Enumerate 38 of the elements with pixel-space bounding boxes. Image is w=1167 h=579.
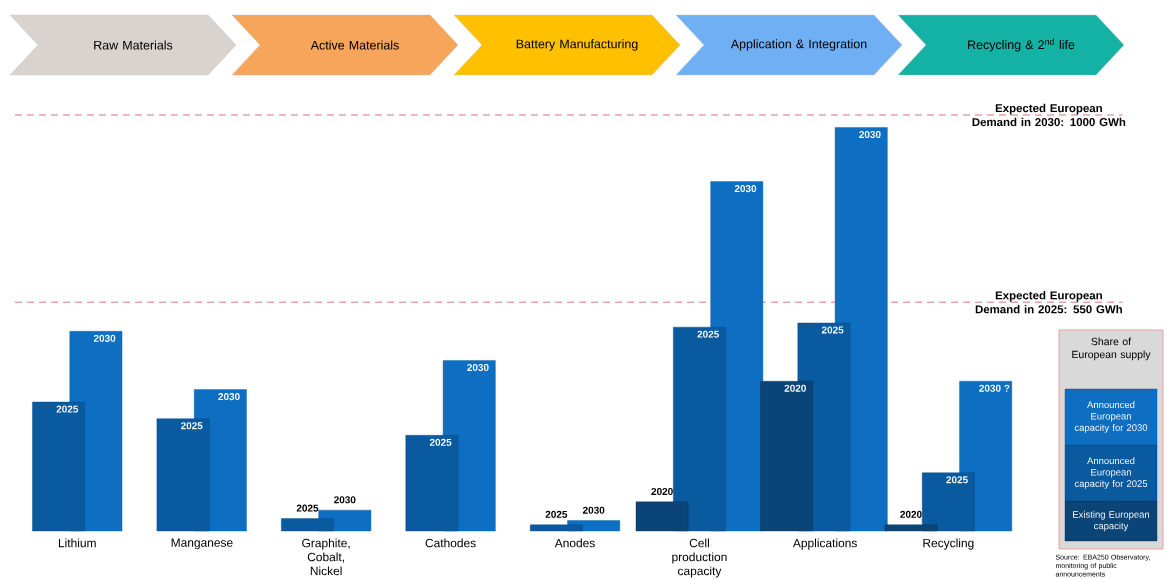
text: Existing European capacity xyxy=(1073,510,1150,532)
text: Raw Materials xyxy=(94,40,173,50)
annotation: 2030 xyxy=(467,363,489,372)
legend-title: Share of European supply xyxy=(1072,337,1151,361)
annotation: 2025 xyxy=(821,326,844,334)
x-tick-label: Graphite, Cobalt, Nickel xyxy=(302,538,350,576)
annotation: 2030 xyxy=(734,185,757,193)
annotation: 2030 xyxy=(334,496,356,504)
annotation: 2025 xyxy=(180,422,203,430)
annotation: 2025 xyxy=(429,438,452,446)
annotation: 2020 xyxy=(651,487,673,496)
text: Application & Integration xyxy=(730,39,867,51)
annotation: 2030 ? xyxy=(979,384,1010,392)
ref-line-label: Expected European Demand in 2030: 1000 GWh xyxy=(972,103,1126,127)
text: Announced European capacity for 2025 xyxy=(1074,457,1148,489)
x-tick-label: Applications xyxy=(792,538,857,550)
x-tick-label: Cathodes xyxy=(425,538,476,548)
annotation: 2025 xyxy=(946,476,968,484)
text: Battery Manufacturing xyxy=(516,39,638,51)
annotation: 2025 xyxy=(545,510,568,518)
annotation: 2030 xyxy=(859,130,881,139)
x-tick-label: Recycling xyxy=(923,538,974,550)
annotation: 2030 xyxy=(93,334,116,342)
annotation: 2025 xyxy=(296,504,319,512)
x-tick-label: Lithium xyxy=(58,538,96,548)
x-tick-label: Anodes xyxy=(554,538,595,548)
annotation: 2030 xyxy=(218,393,240,401)
annotation: 2020 xyxy=(900,510,922,518)
ref-line-label: Expected European Demand in 2025: 550 GWh xyxy=(975,291,1122,314)
annotation: 2020 xyxy=(784,384,806,392)
annotation: 2030 xyxy=(582,506,605,514)
text: Recycling & 2$^{nd}$ life xyxy=(968,38,1075,52)
annotation: 2025 xyxy=(56,405,79,413)
text: Active Materials xyxy=(310,40,399,50)
annotation: 2025 xyxy=(697,330,719,338)
x-tick-label: Cell production capacity xyxy=(672,538,727,578)
x-tick-label: Manganese xyxy=(171,538,233,550)
text: Announced European capacity for 2030 xyxy=(1074,401,1148,433)
